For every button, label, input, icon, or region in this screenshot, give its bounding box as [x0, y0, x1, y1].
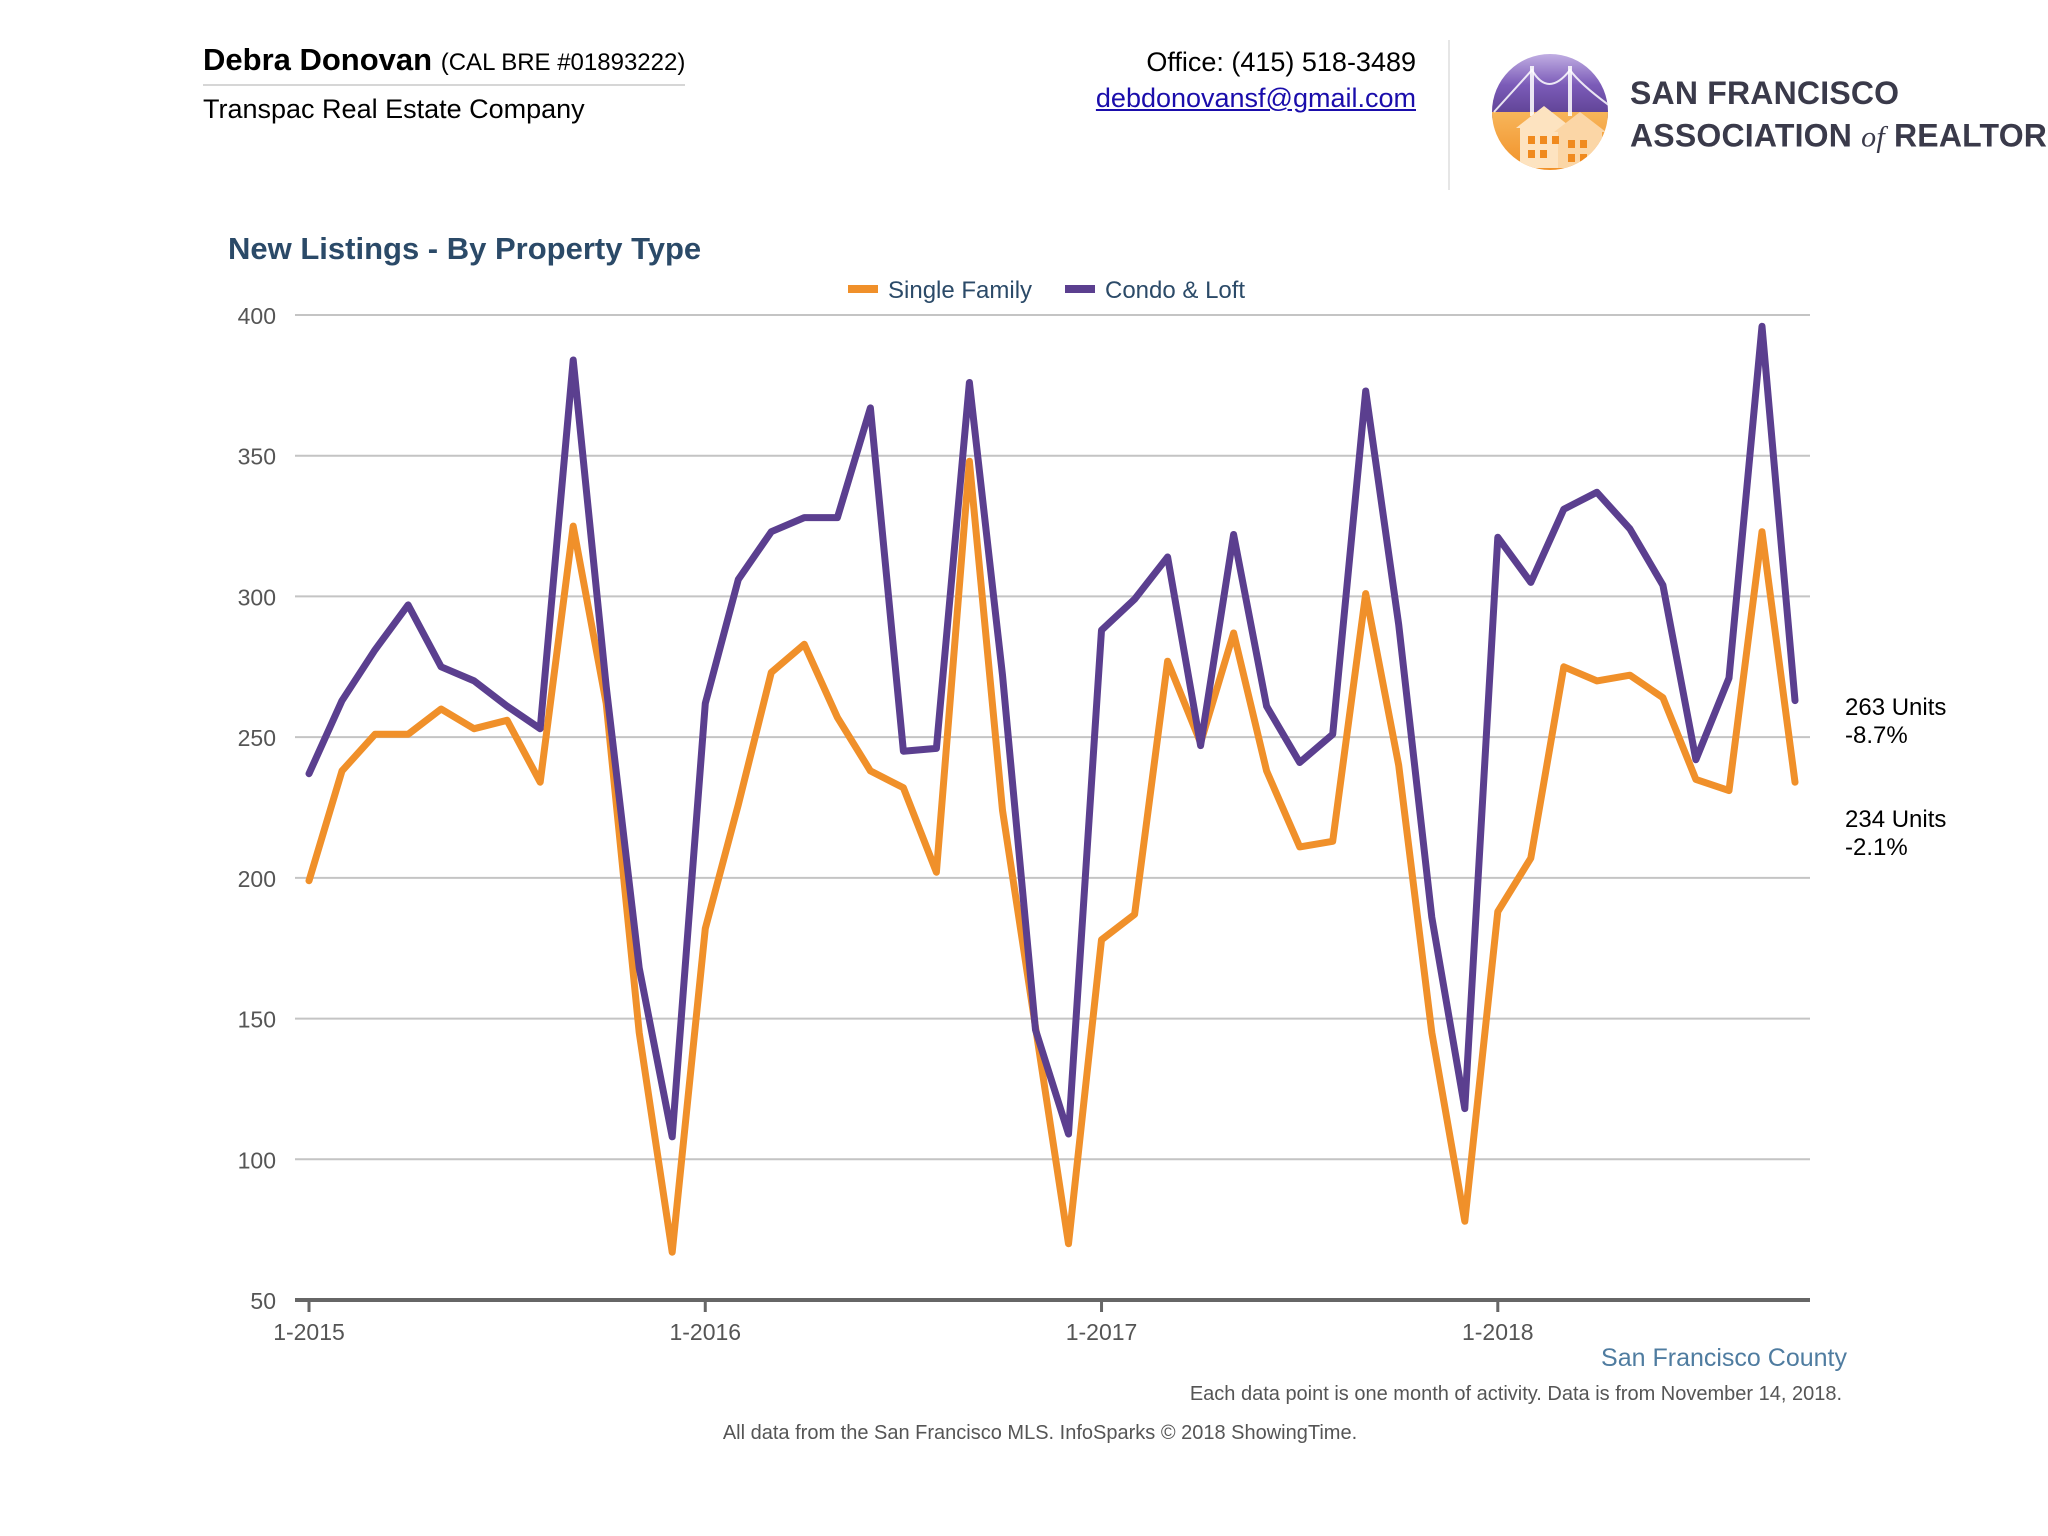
condo-end-units: 263 Units [1845, 694, 1947, 721]
legend-label: Condo & Loft [1105, 277, 1245, 304]
condo-end-label: 263 Units -8.7% [1845, 694, 1946, 750]
email-link[interactable]: debdonovansf@gmail.com [1095, 83, 1416, 113]
x-tick-label: 1-2017 [1066, 1319, 1138, 1345]
single-family-end-units: 234 Units [1845, 806, 1947, 833]
county-label: San Francisco County [1601, 1344, 1847, 1372]
logo-line-1: SAN FRANCISCO [1630, 75, 1900, 111]
logo-of: of [1861, 120, 1885, 154]
chart-gridlines [295, 314, 1810, 1161]
y-tick-label: 200 [238, 866, 276, 892]
single-family-end-label: 234 Units -2.1% [1845, 806, 1946, 862]
logo-text: SAN FRANCISCO ASSOCIATION of REALTORS® [1630, 74, 2048, 157]
x-tick-label: 1-2018 [1462, 1319, 1534, 1345]
data-note: Each data point is one month of activity… [1189, 1383, 1842, 1405]
sfar-logo: SAN FRANCISCO ASSOCIATION of REALTORS® [1488, 50, 2048, 180]
y-tick-label: 50 [250, 1288, 276, 1314]
agent-company: Transpac Real Estate Company [203, 94, 585, 124]
condo-end-change: -8.7% [1845, 722, 1908, 749]
header-divider [1448, 40, 1450, 190]
agent-license: (CAL BRE #01893222) [440, 49, 686, 76]
y-tick-label: 100 [238, 1147, 276, 1173]
agent-name: Debra Donovan [203, 42, 433, 77]
single-family-series-line [305, 457, 1799, 1256]
contact-info: Office: (415) 518-3489 debdonovansf@gmai… [1096, 44, 1416, 116]
x-tick-label: 1-2015 [273, 1319, 345, 1345]
y-tick-label: 350 [238, 444, 276, 470]
y-tick-label: 250 [238, 725, 276, 751]
office-phone: Office: (415) 518-3489 [1146, 47, 1416, 77]
single-family-end-change: -2.1% [1845, 834, 1908, 861]
chart-series [305, 322, 1799, 1256]
y-tick-label: 300 [238, 584, 276, 610]
x-tick-label: 1-2016 [669, 1319, 741, 1345]
chart-title: New Listings - By Property Type [228, 231, 701, 266]
agent-info: Debra Donovan (CAL BRE #01893222) Transp… [203, 42, 686, 125]
condo-loft-series-line [305, 322, 1799, 1141]
logo-line-2: ASSOCIATION of REALTORS® [1630, 112, 2048, 157]
y-axis-ticks: 50 100 150 200 250 300 350 400 [238, 303, 276, 1314]
golden-gate-bridge-houses-logo-icon [1492, 54, 1608, 170]
x-axis: 1-2015 1-2016 1-2017 1-2018 [273, 1298, 1810, 1345]
data-source: All data from the San Francisco MLS. Inf… [722, 1422, 1358, 1444]
y-tick-label: 400 [238, 303, 276, 329]
chart-legend: Single Family Condo & Loft [848, 277, 1245, 304]
y-tick-label: 150 [238, 1007, 276, 1033]
logo-association: ASSOCIATION [1630, 117, 1853, 154]
agent-name-line: Debra Donovan (CAL BRE #01893222) [203, 42, 686, 86]
logo-realtors: REALTORS [1894, 117, 2048, 154]
legend-label: Single Family [888, 277, 1032, 304]
